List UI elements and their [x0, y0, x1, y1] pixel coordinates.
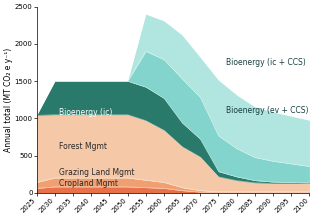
Text: Grazing Land Mgmt: Grazing Land Mgmt: [59, 168, 134, 177]
Text: Cropland Mgmt: Cropland Mgmt: [59, 179, 117, 188]
Y-axis label: Annual total (MT CO₂ e y⁻¹): Annual total (MT CO₂ e y⁻¹): [4, 48, 13, 152]
Text: Bioenergy (ic + CCS): Bioenergy (ic + CCS): [226, 58, 306, 67]
Text: Bioenergy (ev + CCS): Bioenergy (ev + CCS): [226, 106, 308, 115]
Text: Forest Mgmt: Forest Mgmt: [59, 142, 107, 151]
Text: Bioenergy (ic): Bioenergy (ic): [59, 108, 112, 117]
